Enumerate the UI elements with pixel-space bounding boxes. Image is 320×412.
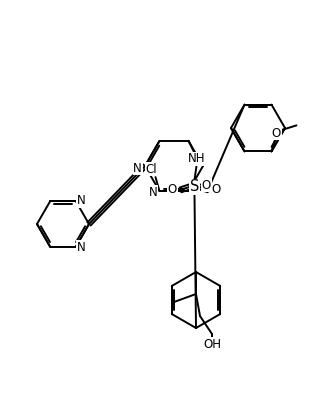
Text: N: N [149,186,157,199]
Text: O: O [212,183,221,197]
Text: O: O [272,127,281,140]
Text: O: O [168,183,177,197]
Text: Cl: Cl [146,163,157,176]
Text: N: N [77,194,86,207]
Text: OH: OH [203,337,221,351]
Text: NH: NH [188,152,205,165]
Text: S: S [190,179,199,194]
Text: O: O [202,179,211,192]
Text: N: N [133,162,142,175]
Text: N: N [77,241,86,254]
